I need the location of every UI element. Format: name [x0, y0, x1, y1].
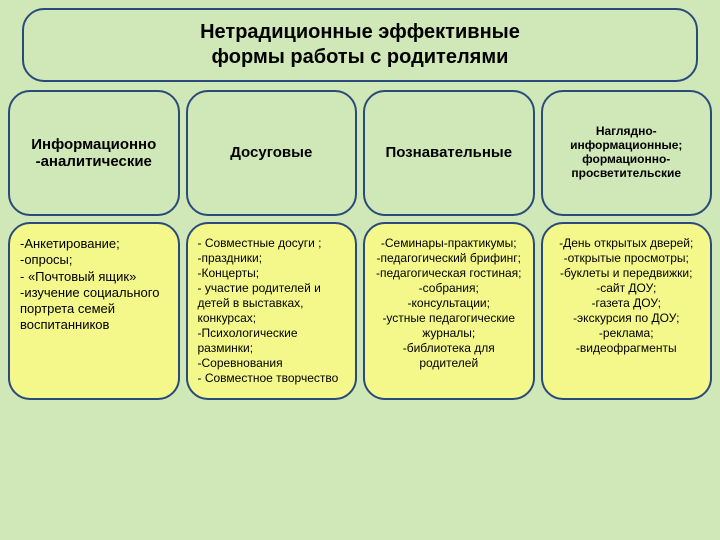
- detail-2-item: -собрания;: [375, 281, 523, 296]
- detail-2-item: -устные педагогические журналы;: [375, 311, 523, 341]
- category-3-line1: Наглядно-: [596, 124, 657, 138]
- detail-0-item: - «Почтовый ящик»: [20, 269, 168, 285]
- detail-3-item: -газета ДОУ;: [553, 296, 701, 311]
- category-0-line2: -аналитические: [36, 153, 152, 170]
- category-3-line2: информационные; формационно- просветител…: [570, 138, 682, 180]
- detail-2-item: -библиотека для родителей: [375, 341, 523, 371]
- category-1: Досуговые: [186, 90, 358, 216]
- detail-1: - Совместные досуги ;-праздники;-Концерт…: [186, 222, 358, 400]
- category-0: Информационно -аналитические: [8, 90, 180, 216]
- detail-3: -День открытых дверей;-открытые просмотр…: [541, 222, 713, 400]
- detail-2-item: -консультации;: [375, 296, 523, 311]
- detail-2-item: -Семинары-практикумы;: [375, 236, 523, 251]
- detail-3-item: -открытые просмотры;: [553, 251, 701, 266]
- category-2-line1: Познавательные: [385, 144, 512, 161]
- detail-1-item: -Психологические разминки;: [198, 326, 346, 356]
- detail-0-item: -Анкетирование;: [20, 236, 168, 252]
- category-1-line1: Досуговые: [230, 144, 312, 161]
- detail-1-item: -Соревнования: [198, 356, 346, 371]
- detail-2-item: -педагогическая гостиная;: [375, 266, 523, 281]
- detail-0-item: -изучение социального портрета семей вос…: [20, 285, 168, 334]
- detail-1-item: - Совместное творчество: [198, 371, 346, 386]
- category-0-line1: Информационно: [31, 136, 156, 153]
- detail-3-item: -буклеты и передвижки;: [553, 266, 701, 281]
- detail-0: -Анкетирование;-опросы;- «Почтовый ящик»…: [8, 222, 180, 400]
- category-3: Наглядно- информационные; формационно- п…: [541, 90, 713, 216]
- title-line2: формы работы с родителями: [212, 46, 509, 68]
- detail-1-item: - участие родителей и детей в выставках,…: [198, 281, 346, 326]
- details-row: -Анкетирование;-опросы;- «Почтовый ящик»…: [8, 222, 712, 400]
- detail-3-item: -сайт ДОУ;: [553, 281, 701, 296]
- detail-2-item: -педагогический брифинг;: [375, 251, 523, 266]
- detail-0-item: -опросы;: [20, 252, 168, 268]
- detail-1-item: -Концерты;: [198, 266, 346, 281]
- detail-2: -Семинары-практикумы;-педагогический бри…: [363, 222, 535, 400]
- detail-1-item: -праздники;: [198, 251, 346, 266]
- categories-row: Информационно -аналитические Досуговые П…: [8, 90, 712, 216]
- detail-3-item: -видеофрагменты: [553, 341, 701, 356]
- category-2: Познавательные: [363, 90, 535, 216]
- title-box: Нетрадиционные эффективные формы работы …: [22, 8, 698, 82]
- detail-3-item: -экскурсия по ДОУ;: [553, 311, 701, 326]
- detail-3-item: -реклама;: [553, 326, 701, 341]
- title-line1: Нетрадиционные эффективные: [200, 21, 520, 43]
- detail-3-item: -День открытых дверей;: [553, 236, 701, 251]
- detail-1-item: - Совместные досуги ;: [198, 236, 346, 251]
